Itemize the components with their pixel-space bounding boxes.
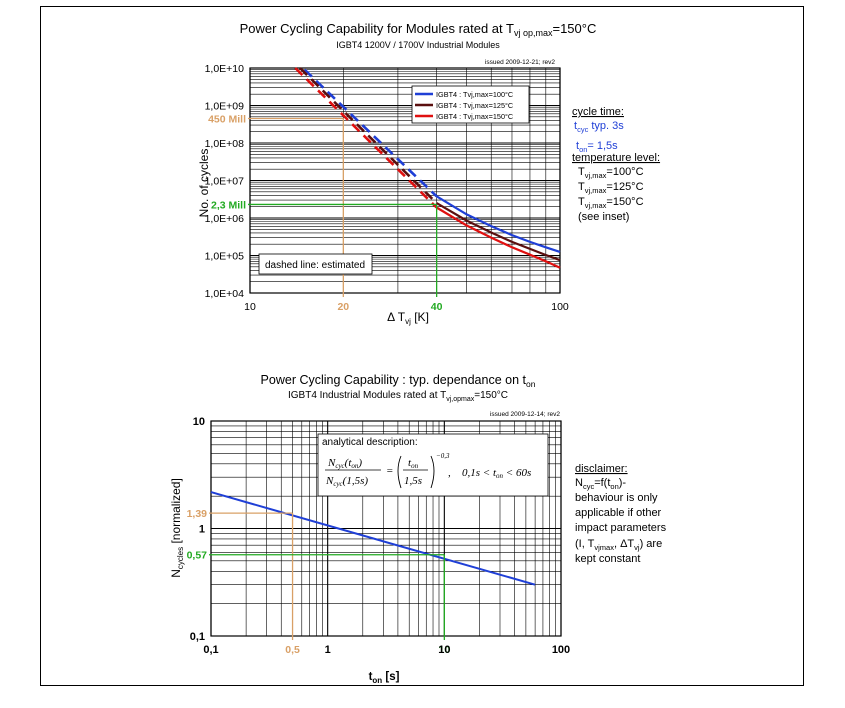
ton-note: ton= 1,5s [576,140,618,154]
svg-text:ton: ton [408,457,419,470]
chart1-legend-label: IGBT4 : Tvj,max=125°C [436,101,513,110]
svg-text:1,5s: 1,5s [404,475,422,487]
chart1-series-estimated-0 [303,68,438,198]
chart2-marker-x-label: 0,5 [285,644,300,656]
chart1-x-axis-label: Δ Tvj [K] [387,310,429,326]
chart2-subtitle: IGBT4 Industrial Modules rated at Tvj,op… [288,390,508,403]
svg-text:applicable if other: applicable if other [575,507,662,519]
svg-text:Ncyc(1,5s): Ncyc(1,5s) [325,475,368,488]
chart2-marker-y-label: 1,39 [187,508,208,520]
chart2-title: Power Cycling Capability : typ. dependan… [261,373,536,389]
chart1-title: Power Cycling Capability for Modules rat… [240,21,597,38]
chart1-series-estimated-1 [299,67,438,205]
temp-125: Tvj,max=125°C [578,181,644,195]
chart2-x-tick-label: 1 [325,644,331,656]
chart-power-cycling-vs-delta-t: Power Cycling Capability for Modules rat… [197,21,660,326]
chart1-y-tick-label: 1,0E+10 [205,63,245,75]
chart1-issued: issued 2009-12-21; rev2 [485,59,555,66]
svg-text:dashed line: estimated: dashed line: estimated [265,260,365,271]
chart1-x-tick-label: 100 [551,301,569,313]
chart1-y-tick-label: 1,0E+04 [205,288,245,300]
chart1-subtitle: IGBT4 1200V / 1700V Industrial Modules [336,40,500,50]
svg-text:behaviour is only: behaviour is only [575,492,658,504]
chart1-series-measured-2 [436,206,561,269]
chart2-frame [210,420,562,637]
chart2-x-tick-label: 10 [438,644,450,656]
chart1-side-notes: cycle time: tcyc typ. 3s ton= 1,5s tempe… [572,106,660,223]
svg-text:Ncyc(ton): Ncyc(ton) [327,457,362,470]
chart2-y-tick-label: 0,1 [190,631,205,643]
svg-text:(see inset): (see inset) [578,211,629,223]
chart2-y-tick-label: 1 [199,524,205,536]
formula-expression: Ncyc(ton) Ncyc(1,5s) = ton 1,5s −0,3 , 0… [325,452,531,489]
svg-text:,: , [448,467,451,479]
chart1-x-tick-label: 10 [244,301,256,313]
chart1-series-measured-0 [436,195,561,253]
svg-text:=: = [386,465,393,477]
chart2-x-tick-label: 100 [552,644,570,656]
chart2-x-axis-label: ton [s] [369,671,400,685]
svg-text:temperature level:: temperature level: [572,152,660,164]
chart2-marker-x-label: 10 [438,644,450,656]
chart1-inset-note: dashed line: estimated [258,253,373,275]
svg-text:0,1s < ton < 60s: 0,1s < ton < 60s [462,467,531,480]
formula-box: analytical description: Ncyc(ton) Ncyc(1… [317,433,549,497]
formula-heading: analytical description: [322,437,418,448]
svg-text:impact parameters: impact parameters [575,522,667,534]
chart2-series-line-0 [210,491,536,586]
figure-frame [40,6,804,686]
chart2-y-tick-label: 10 [193,416,205,428]
chart1-y-tick-label: 1,0E+05 [205,251,245,263]
chart1-legend-label: IGBT4 : Tvj,max=150°C [436,112,513,121]
chart1-series-measured-1 [436,202,561,262]
chart2-marker-y-label: 0,57 [187,550,208,562]
chart2-x-tick-label: 0,1 [203,644,218,656]
chart1-legend: IGBT4 : Tvj,max=100°C IGBT4 : Tvj,max=125… [411,85,530,124]
chart1-plot-area: 450 Mill 2,3 Mill 20 40 10 100 1,0E+04 1,0E+05 1… [205,63,569,313]
chart1-legend-label: IGBT4 : Tvj,max=100°C [436,90,513,99]
temp-150: Tvj,max=150°C [578,196,644,210]
svg-text:(I, Tvjmax, ΔTvj) are: (I, Tvjmax, ΔTvj) are [575,538,662,552]
disclaimer-note: disclaimer: Ncyc=f(ton)- behaviour is on… [575,463,667,565]
chart1-y-tick-label: 1,0E+08 [205,138,245,150]
chart1-marker-x-label: 20 [337,301,349,313]
svg-text:disclaimer:: disclaimer: [575,463,628,475]
svg-text:Ncyc=f(ton)-: Ncyc=f(ton)- [575,477,626,491]
chart1-marker-x-label: 40 [431,301,443,313]
chart1-y-tick-label: 1,0E+06 [205,213,245,225]
chart1-marker-y-label: 450 Mill [208,114,246,126]
svg-text:cycle time:: cycle time: [572,106,624,118]
chart2-y-axis-label: Ncycles [normalized] [169,478,185,578]
svg-text:kept constant: kept constant [575,553,640,565]
chart1-y-axis-label: No. of cycles [197,149,211,218]
chart1-frame [249,67,561,294]
chart1-y-tick-label: 1,0E+09 [205,101,245,113]
chart1-marker-y-label: 2,3 Mill [211,199,246,211]
svg-text:−0,3: −0,3 [436,452,450,460]
chart1-y-tick-label: 1,0E+07 [205,176,245,188]
tcyc-note: tcyc typ. 3s [574,120,624,134]
temp-100: Tvj,max=100°C [578,166,644,180]
chart1-series-estimated-2 [294,67,438,209]
chart-power-cycling-vs-ton: Power Cycling Capability : typ. dependan… [169,373,667,685]
chart2-issued: issued 2009-12-14; rev2 [490,411,560,418]
